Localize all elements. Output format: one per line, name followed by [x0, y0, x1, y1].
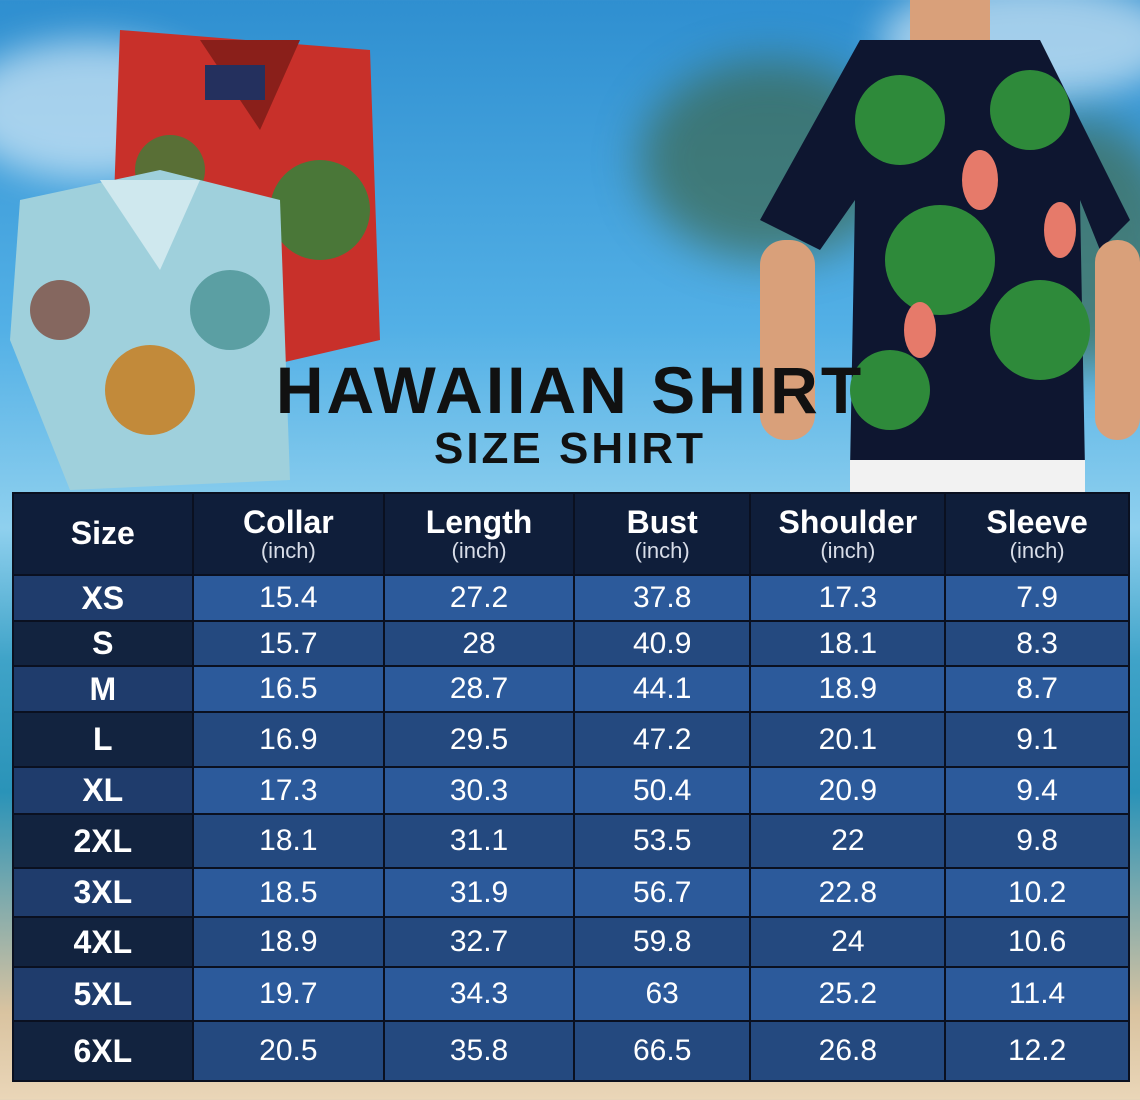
- cell-bust: 50.4: [572, 766, 752, 815]
- cell-collar: 15.7: [191, 620, 386, 667]
- cell-sleeve: 8.3: [944, 620, 1130, 667]
- table-row: 5XL 19.7 34.3 63 25.2 11.4: [12, 966, 1130, 1022]
- cell-size: L: [12, 711, 194, 768]
- cell-sleeve: 9.1: [944, 711, 1130, 768]
- cell-collar: 16.9: [191, 711, 386, 768]
- cell-size: S: [12, 620, 194, 667]
- cell-size: 3XL: [12, 867, 194, 918]
- cell-bust: 47.2: [572, 711, 752, 768]
- cell-size: 2XL: [12, 813, 194, 869]
- table-row: M 16.5 28.7 44.1 18.9 8.7: [12, 665, 1130, 713]
- size-chart-table: Size Collar (inch) Length (inch) Bust (inch…: [12, 492, 1130, 1082]
- cell-shoulder: 24: [749, 916, 947, 968]
- cell-size: XS: [12, 574, 194, 622]
- header-bust: Bust (inch): [572, 492, 752, 576]
- cell-length: 34.3: [383, 966, 575, 1022]
- cell-shoulder: 22: [749, 813, 947, 869]
- cell-bust: 40.9: [572, 620, 752, 667]
- cell-length: 28: [383, 620, 575, 667]
- cell-shoulder: 17.3: [749, 574, 947, 622]
- cell-collar: 18.9: [191, 916, 386, 968]
- cell-collar: 15.4: [191, 574, 386, 622]
- cell-sleeve: 9.4: [944, 766, 1130, 815]
- table-row: S 15.7 28 40.9 18.1 8.3: [12, 620, 1130, 667]
- cell-bust: 63: [572, 966, 752, 1022]
- cell-collar: 17.3: [191, 766, 386, 815]
- cell-shoulder: 26.8: [749, 1020, 947, 1082]
- header-sleeve: Sleeve (inch): [944, 492, 1130, 576]
- header-shoulder: Shoulder (inch): [749, 492, 947, 576]
- cell-length: 27.2: [383, 574, 575, 622]
- cell-size: 4XL: [12, 916, 194, 968]
- header-size: Size: [12, 492, 194, 576]
- folded-shirts-image: [10, 30, 380, 490]
- cell-length: 28.7: [383, 665, 575, 713]
- cell-collar: 16.5: [191, 665, 386, 713]
- cell-bust: 44.1: [572, 665, 752, 713]
- table-row: 2XL 18.1 31.1 53.5 22 9.8: [12, 813, 1130, 869]
- cell-shoulder: 22.8: [749, 867, 947, 918]
- cell-sleeve: 8.7: [944, 665, 1130, 713]
- cell-bust: 37.8: [572, 574, 752, 622]
- cell-collar: 20.5: [191, 1020, 386, 1082]
- cell-collar: 18.5: [191, 867, 386, 918]
- cell-shoulder: 20.9: [749, 766, 947, 815]
- cell-sleeve: 7.9: [944, 574, 1130, 622]
- page-subtitle: SIZE SHIRT: [433, 424, 707, 473]
- cell-size: 6XL: [12, 1020, 194, 1082]
- table-row: 3XL 18.5 31.9 56.7 22.8 10.2: [12, 867, 1130, 918]
- table-row: 4XL 18.9 32.7 59.8 24 10.6: [12, 916, 1130, 968]
- cell-shoulder: 18.1: [749, 620, 947, 667]
- cell-size: 5XL: [12, 966, 194, 1022]
- cell-length: 29.5: [383, 711, 575, 768]
- cell-sleeve: 11.4: [944, 966, 1130, 1022]
- table-row: XL 17.3 30.3 50.4 20.9 9.4: [12, 766, 1130, 815]
- table-row: L 16.9 29.5 47.2 20.1 9.1: [12, 711, 1130, 768]
- cell-bust: 66.5: [572, 1020, 752, 1082]
- cell-size: M: [12, 665, 194, 713]
- cell-length: 35.8: [383, 1020, 575, 1082]
- cell-length: 31.9: [383, 867, 575, 918]
- table-row: 6XL 20.5 35.8 66.5 26.8 12.2: [12, 1020, 1130, 1082]
- header-collar: Collar (inch): [191, 492, 386, 576]
- cell-sleeve: 10.6: [944, 916, 1130, 968]
- cell-size: XL: [12, 766, 194, 815]
- model-shirt-image: [760, 0, 1140, 495]
- cell-sleeve: 12.2: [944, 1020, 1130, 1082]
- cell-sleeve: 10.2: [944, 867, 1130, 918]
- cell-shoulder: 25.2: [749, 966, 947, 1022]
- cell-shoulder: 18.9: [749, 665, 947, 713]
- cell-length: 31.1: [383, 813, 575, 869]
- cell-bust: 56.7: [572, 867, 752, 918]
- table-row: XS 15.4 27.2 37.8 17.3 7.9: [12, 574, 1130, 622]
- cell-shoulder: 20.1: [749, 711, 947, 768]
- cell-bust: 53.5: [572, 813, 752, 869]
- cell-collar: 19.7: [191, 966, 386, 1022]
- page-title: HAWAIIAN SHIRT: [275, 353, 865, 427]
- cell-length: 32.7: [383, 916, 575, 968]
- cell-length: 30.3: [383, 766, 575, 815]
- cell-collar: 18.1: [191, 813, 386, 869]
- header-length: Length (inch): [383, 492, 575, 576]
- cell-sleeve: 9.8: [944, 813, 1130, 869]
- cell-bust: 59.8: [572, 916, 752, 968]
- table-header-row: Size Collar (inch) Length (inch) Bust (inch…: [12, 492, 1130, 576]
